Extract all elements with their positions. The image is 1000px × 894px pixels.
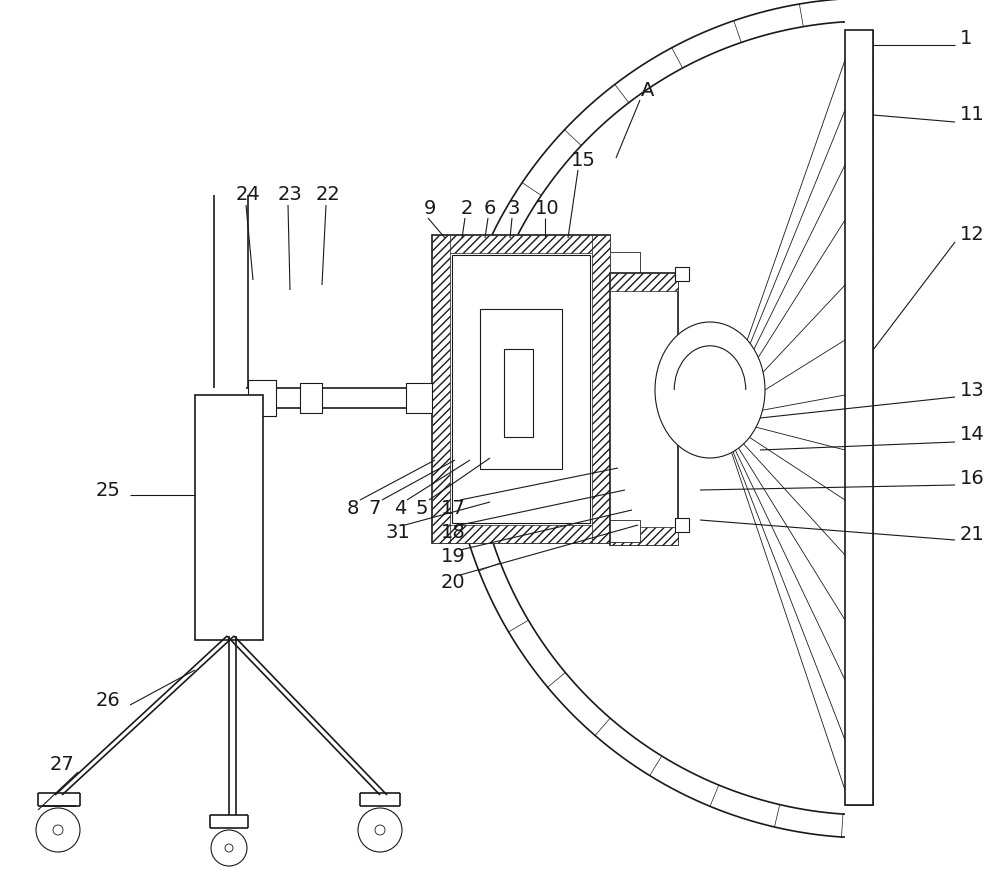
Bar	[432, 525, 610, 543]
Text: 17: 17	[441, 499, 465, 518]
Text: 4: 4	[394, 499, 406, 518]
Bar	[480, 308, 562, 469]
Ellipse shape	[655, 322, 765, 458]
Text: 8: 8	[347, 499, 359, 518]
Text: A: A	[641, 80, 655, 99]
Bar	[300, 383, 322, 413]
Circle shape	[375, 825, 385, 835]
Text: 31: 31	[386, 522, 410, 542]
Bar	[248, 380, 276, 416]
Text: 1: 1	[960, 29, 972, 47]
Bar	[610, 520, 640, 542]
Bar	[610, 520, 640, 542]
Bar	[845, 30, 873, 805]
Text: 3: 3	[508, 198, 520, 217]
Text: 13: 13	[960, 381, 985, 400]
Text: 18: 18	[441, 522, 465, 542]
Bar	[845, 30, 873, 805]
Text: 9: 9	[424, 198, 436, 217]
Circle shape	[225, 844, 233, 852]
Text: 11: 11	[960, 105, 985, 124]
Bar	[610, 527, 678, 545]
Text: 16: 16	[960, 468, 985, 487]
Bar	[248, 380, 276, 416]
Circle shape	[211, 830, 247, 866]
Bar	[452, 255, 590, 523]
Circle shape	[53, 825, 63, 835]
Text: 6: 6	[484, 198, 496, 217]
Text: 15: 15	[571, 150, 595, 170]
Text: 21: 21	[960, 526, 985, 544]
Bar	[432, 235, 610, 543]
Bar	[610, 273, 678, 545]
Text: 22: 22	[316, 185, 340, 205]
Bar	[592, 235, 610, 543]
Bar	[610, 252, 640, 272]
Bar	[300, 383, 322, 413]
Bar	[432, 235, 450, 543]
Text: 14: 14	[960, 426, 985, 444]
Bar	[610, 252, 640, 272]
Text: 7: 7	[369, 499, 381, 518]
Bar	[406, 383, 432, 413]
Bar	[195, 395, 263, 640]
Text: 19: 19	[441, 546, 465, 566]
Text: 25: 25	[96, 480, 120, 500]
Text: 27: 27	[50, 755, 74, 774]
Text: 10: 10	[535, 198, 559, 217]
Text: 12: 12	[960, 225, 985, 244]
Text: 26: 26	[96, 690, 120, 710]
Bar	[406, 383, 432, 413]
Bar	[675, 518, 689, 532]
Bar	[610, 273, 678, 291]
Circle shape	[36, 808, 80, 852]
Text: 23: 23	[278, 185, 302, 205]
Text: 2: 2	[461, 198, 473, 217]
Text: 5: 5	[416, 499, 428, 518]
Bar	[432, 235, 610, 253]
Text: 20: 20	[441, 572, 465, 592]
Bar	[504, 349, 533, 437]
Circle shape	[358, 808, 402, 852]
Text: 24: 24	[236, 185, 260, 205]
Bar	[675, 267, 689, 281]
